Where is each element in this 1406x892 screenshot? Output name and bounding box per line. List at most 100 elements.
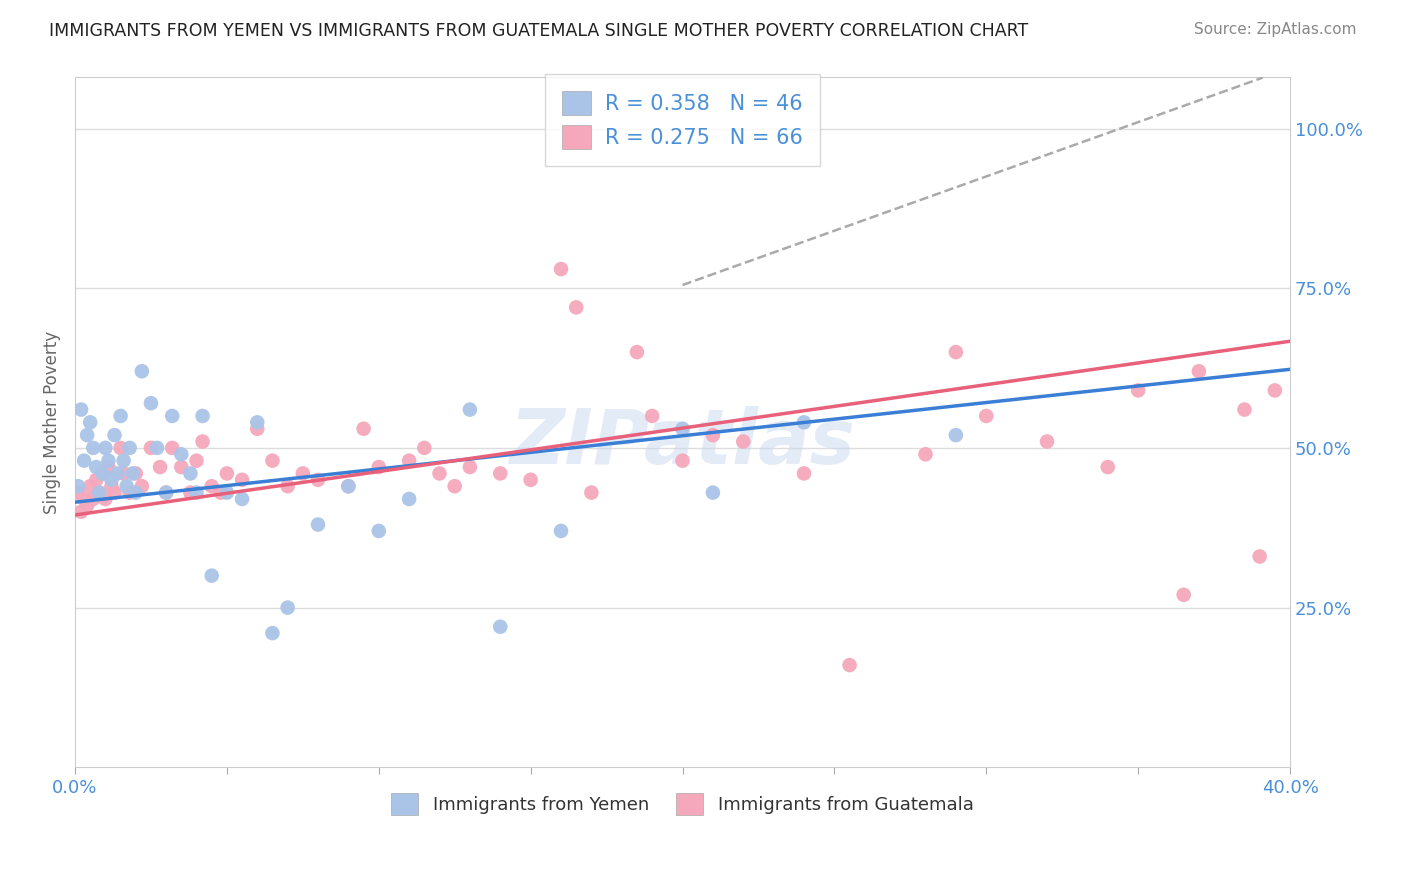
Point	[519, 473, 541, 487]
Point	[139, 441, 162, 455]
Point	[262, 453, 284, 467]
Point	[186, 485, 208, 500]
Point	[1097, 460, 1119, 475]
Point	[702, 485, 724, 500]
Point	[131, 364, 153, 378]
Point	[91, 467, 114, 481]
Point	[1126, 384, 1149, 398]
Point	[89, 485, 111, 500]
Point	[671, 422, 693, 436]
Point	[103, 485, 125, 500]
Point	[89, 485, 111, 500]
Point	[307, 473, 329, 487]
Point	[489, 620, 512, 634]
Point	[733, 434, 755, 449]
Point	[84, 460, 107, 475]
Point	[112, 467, 135, 481]
Point	[191, 409, 214, 423]
Point	[1036, 434, 1059, 449]
Point	[793, 415, 815, 429]
Point	[201, 479, 224, 493]
Point	[94, 491, 117, 506]
Point	[215, 485, 238, 500]
Point	[793, 467, 815, 481]
Point	[155, 485, 177, 500]
Point	[1264, 384, 1286, 398]
Point	[110, 409, 132, 423]
Point	[1233, 402, 1256, 417]
Point	[367, 460, 389, 475]
Point	[170, 460, 193, 475]
Point	[107, 467, 129, 481]
Point	[945, 428, 967, 442]
Point	[1173, 588, 1195, 602]
Point	[1249, 549, 1271, 564]
Point	[209, 485, 232, 500]
Point	[337, 479, 360, 493]
Point	[97, 453, 120, 467]
Point	[186, 453, 208, 467]
Point	[398, 453, 420, 467]
Point	[84, 473, 107, 487]
Point	[79, 415, 101, 429]
Point	[125, 467, 148, 481]
Point	[125, 485, 148, 500]
Point	[231, 491, 253, 506]
Point	[1188, 364, 1211, 378]
Point	[262, 626, 284, 640]
Point	[231, 473, 253, 487]
Point	[641, 409, 664, 423]
Point	[67, 479, 90, 493]
Point	[76, 428, 98, 442]
Point	[291, 467, 314, 481]
Point	[103, 428, 125, 442]
Point	[139, 396, 162, 410]
Point	[160, 441, 183, 455]
Point	[246, 415, 269, 429]
Point	[353, 422, 375, 436]
Text: IMMIGRANTS FROM YEMEN VS IMMIGRANTS FROM GUATEMALA SINGLE MOTHER POVERTY CORRELA: IMMIGRANTS FROM YEMEN VS IMMIGRANTS FROM…	[49, 22, 1028, 40]
Point	[702, 428, 724, 442]
Legend: Immigrants from Yemen, Immigrants from Guatemala: Immigrants from Yemen, Immigrants from G…	[382, 784, 983, 824]
Point	[121, 467, 143, 481]
Point	[974, 409, 997, 423]
Point	[671, 453, 693, 467]
Point	[201, 568, 224, 582]
Text: ZIPatlas: ZIPatlas	[509, 406, 855, 480]
Point	[155, 485, 177, 500]
Point	[118, 485, 141, 500]
Point	[110, 441, 132, 455]
Point	[67, 485, 90, 500]
Point	[160, 409, 183, 423]
Point	[215, 467, 238, 481]
Point	[100, 473, 122, 487]
Point	[131, 479, 153, 493]
Point	[82, 441, 104, 455]
Point	[565, 301, 588, 315]
Point	[73, 453, 96, 467]
Point	[97, 460, 120, 475]
Point	[73, 491, 96, 506]
Point	[112, 453, 135, 467]
Point	[76, 499, 98, 513]
Point	[413, 441, 436, 455]
Point	[149, 460, 172, 475]
Point	[79, 479, 101, 493]
Point	[94, 441, 117, 455]
Point	[550, 524, 572, 538]
Y-axis label: Single Mother Poverty: Single Mother Poverty	[44, 331, 60, 514]
Point	[626, 345, 648, 359]
Point	[91, 467, 114, 481]
Point	[277, 479, 299, 493]
Point	[443, 479, 465, 493]
Point	[70, 402, 93, 417]
Point	[337, 479, 360, 493]
Point	[179, 485, 201, 500]
Point	[458, 402, 481, 417]
Point	[277, 600, 299, 615]
Point	[115, 479, 138, 493]
Point	[118, 441, 141, 455]
Point	[307, 517, 329, 532]
Point	[458, 460, 481, 475]
Point	[100, 479, 122, 493]
